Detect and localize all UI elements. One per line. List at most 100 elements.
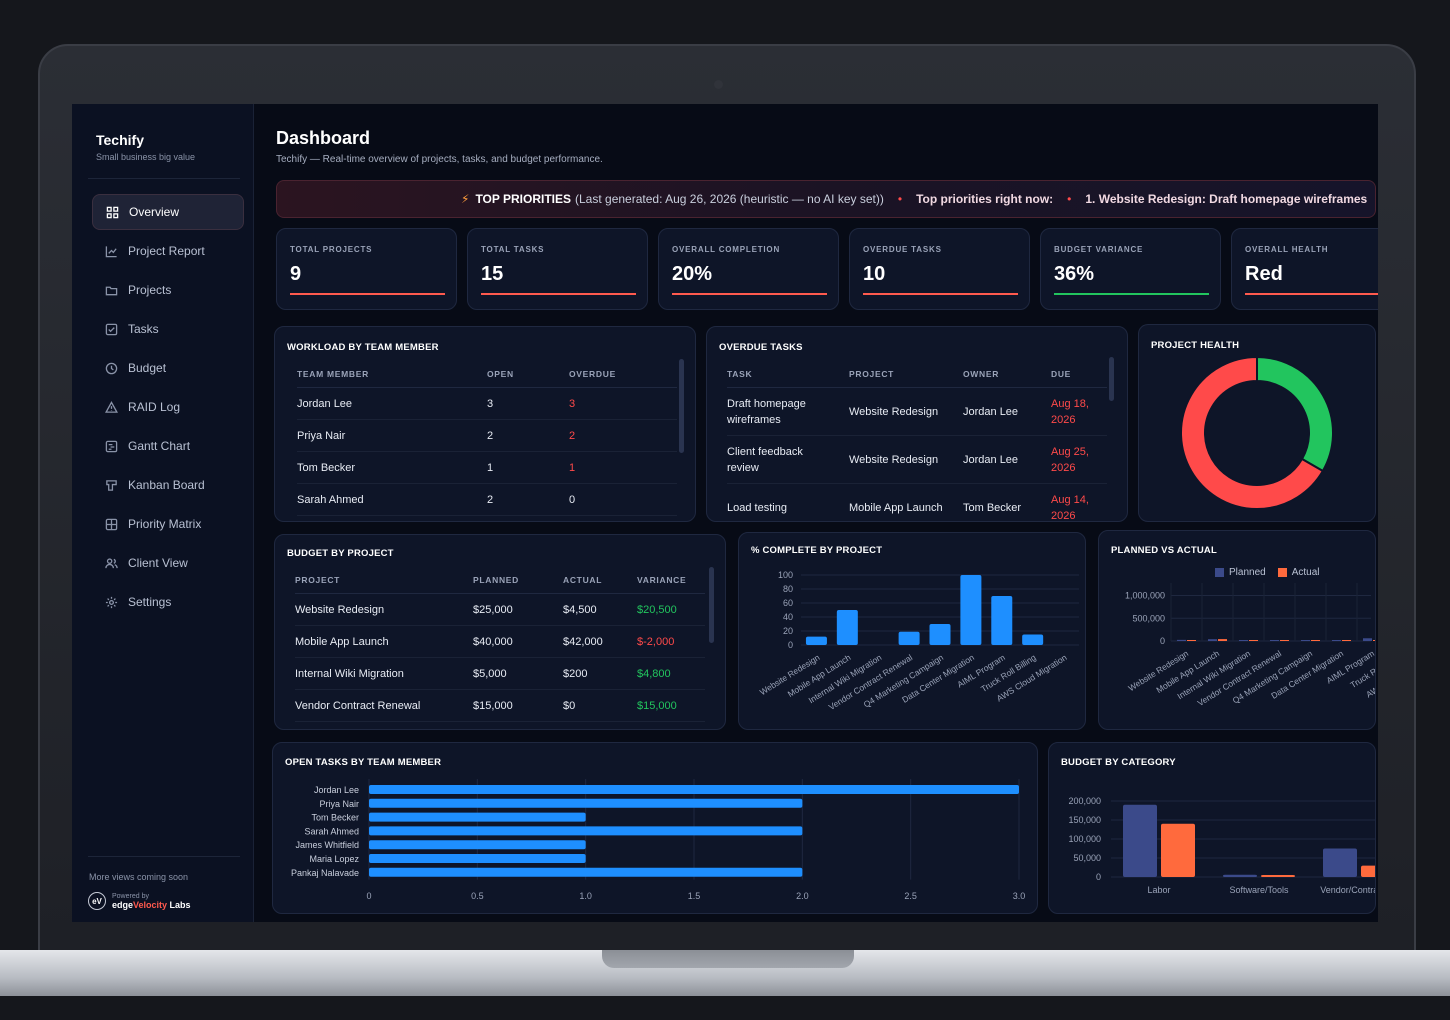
- sidebar-item-client-view[interactable]: Client View: [92, 545, 244, 581]
- open-cell: 2: [487, 483, 569, 516]
- table-row[interactable]: Sarah Ahmed 2 0: [297, 483, 677, 516]
- y-tick-label: Priya Nair: [319, 799, 359, 809]
- member-cell: Sarah Ahmed: [297, 483, 487, 516]
- bar-actual[interactable]: [1280, 640, 1289, 641]
- bar-actual[interactable]: [1161, 823, 1195, 877]
- bar[interactable]: [369, 867, 803, 877]
- owner-cell: Jordan Lee: [963, 387, 1051, 436]
- sidebar: Techify Small business big value Overvie…: [72, 104, 254, 922]
- sidebar-item-gantt-chart[interactable]: Gantt Chart: [92, 428, 244, 464]
- x-tick-label: 2.5: [904, 891, 917, 901]
- bar-actual[interactable]: [1218, 639, 1227, 641]
- workload-table: TEAM MEMBER OPEN OVERDUE Jordan Lee 3 3 Pri…: [297, 369, 677, 516]
- bar[interactable]: [369, 812, 586, 822]
- y-tick-label: 1,000,000: [1125, 591, 1165, 601]
- pct-complete-card: % COMPLETE BY PROJECT 100 80 60 40 20 0 Websit…: [738, 532, 1086, 730]
- bar-planned[interactable]: [1323, 848, 1357, 878]
- gear-icon: [104, 595, 118, 609]
- bar[interactable]: [369, 840, 586, 850]
- sidebar-item-label: Project Report: [128, 244, 205, 258]
- donut-slice-green[interactable]: [1256, 355, 1334, 473]
- bar-planned[interactable]: [1270, 640, 1279, 641]
- bar-planned[interactable]: [1363, 638, 1372, 641]
- bar-planned[interactable]: [1223, 874, 1257, 877]
- sidebar-item-budget[interactable]: Budget: [92, 350, 244, 386]
- table-row[interactable]: Vendor Contract Renewal $15,000 $0 $15,000: [295, 689, 705, 722]
- scrollbar[interactable]: [679, 359, 684, 453]
- open-cell: 3: [487, 387, 569, 420]
- bar[interactable]: [369, 826, 803, 836]
- scrollbar[interactable]: [1109, 357, 1114, 401]
- table-row[interactable]: Mobile App Launch $40,000 $42,000 $-2,000: [295, 625, 705, 658]
- bar-actual[interactable]: [1187, 640, 1196, 641]
- bar[interactable]: [960, 575, 982, 645]
- bar-actual[interactable]: [1249, 640, 1258, 641]
- column-header: TASK: [727, 369, 849, 388]
- bar[interactable]: [1022, 634, 1044, 646]
- sidebar-item-kanban-board[interactable]: Kanban Board: [92, 467, 244, 503]
- owner-cell: Tom Becker: [963, 483, 1051, 521]
- donut-slice-red[interactable]: [1180, 355, 1325, 510]
- bar[interactable]: [836, 610, 858, 645]
- x-tick-label: Software/Tools: [1229, 885, 1289, 895]
- matrix-icon: [104, 517, 118, 531]
- column-header: DUE: [1051, 369, 1107, 388]
- bar-planned[interactable]: [1177, 639, 1186, 641]
- kpi-accent-bar: [672, 293, 827, 295]
- brand-name: Techify: [96, 132, 144, 148]
- bar-planned[interactable]: [1239, 640, 1248, 641]
- kpi-value: Red: [1245, 263, 1283, 285]
- scrollbar[interactable]: [709, 567, 714, 643]
- bar-planned[interactable]: [1208, 639, 1217, 641]
- bar-planned[interactable]: [1332, 640, 1341, 641]
- sidebar-item-projects[interactable]: Projects: [92, 272, 244, 308]
- bar[interactable]: [369, 785, 1019, 794]
- kpi-overall-health: OVERALL HEALTH Red: [1231, 228, 1378, 310]
- y-tick-label: 100: [778, 570, 793, 580]
- table-row[interactable]: Load testing Mobile App Launch Tom Becker A…: [727, 483, 1107, 521]
- table-row[interactable]: Client feedback review Website Redesign Jo…: [727, 435, 1107, 484]
- sidebar-item-raid-log[interactable]: RAID Log: [92, 389, 244, 425]
- kpi-overall-completion: OVERALL COMPLETION 20%: [658, 228, 839, 310]
- bar[interactable]: [929, 624, 951, 645]
- bar-actual[interactable]: [1261, 875, 1295, 877]
- actual-cell: $42,000: [563, 625, 637, 658]
- sidebar-item-overview[interactable]: Overview: [92, 194, 244, 230]
- bar-planned[interactable]: [1123, 804, 1157, 877]
- bar[interactable]: [991, 596, 1013, 645]
- priorities-ticker[interactable]: ⚡ TOP PRIORITIES (Last generated: Aug 26…: [276, 180, 1376, 218]
- table-row[interactable]: Jordan Lee 3 3: [297, 387, 677, 420]
- legend-label: Planned: [1229, 567, 1266, 578]
- bar[interactable]: [898, 631, 920, 645]
- bar[interactable]: [369, 798, 803, 808]
- budget-by-category-card: BUDGET BY CATEGORY 200,000 150,000 100,000…: [1048, 742, 1376, 914]
- kpi-label: OVERDUE TASKS: [863, 245, 942, 254]
- sidebar-item-project-report[interactable]: Project Report: [92, 233, 244, 269]
- ticker-generated: (Last generated: Aug 26, 2026 (heuristic…: [575, 192, 884, 206]
- kpi-accent-bar: [481, 293, 636, 295]
- kpi-total-projects: TOTAL PROJECTS 9: [276, 228, 457, 310]
- powered-by-name: edgeVelocity Labs: [112, 900, 191, 910]
- table-row[interactable]: Priya Nair 2 2: [297, 419, 677, 452]
- table-row[interactable]: Draft homepage wireframes Website Redesig…: [727, 387, 1107, 436]
- bar-actual[interactable]: [1342, 640, 1351, 641]
- bar-actual[interactable]: [1361, 865, 1376, 877]
- sidebar-item-label: Projects: [128, 283, 172, 297]
- lightning-icon: ⚡: [461, 192, 470, 206]
- legend-swatch-actual: [1277, 568, 1287, 577]
- bar[interactable]: [805, 636, 827, 645]
- table-row[interactable]: Website Redesign $25,000 $4,500 $20,500: [295, 593, 705, 626]
- bar[interactable]: [369, 854, 586, 863]
- sidebar-item-priority-matrix[interactable]: Priority Matrix: [92, 506, 244, 542]
- table-row[interactable]: Internal Wiki Migration $5,000 $200 $4,800: [295, 657, 705, 690]
- bar-planned[interactable]: [1301, 640, 1310, 641]
- y-tick-label: 200,000: [1068, 796, 1101, 806]
- card-title: WORKLOAD BY TEAM MEMBER: [287, 342, 439, 353]
- kpi-value: 15: [481, 263, 504, 285]
- sidebar-item-tasks[interactable]: Tasks: [92, 311, 244, 347]
- bar-actual[interactable]: [1373, 640, 1376, 641]
- bar-actual[interactable]: [1311, 640, 1320, 641]
- sidebar-item-settings[interactable]: Settings: [92, 584, 244, 620]
- table-row[interactable]: Tom Becker 1 1: [297, 451, 677, 484]
- open-cell: 2: [487, 419, 569, 452]
